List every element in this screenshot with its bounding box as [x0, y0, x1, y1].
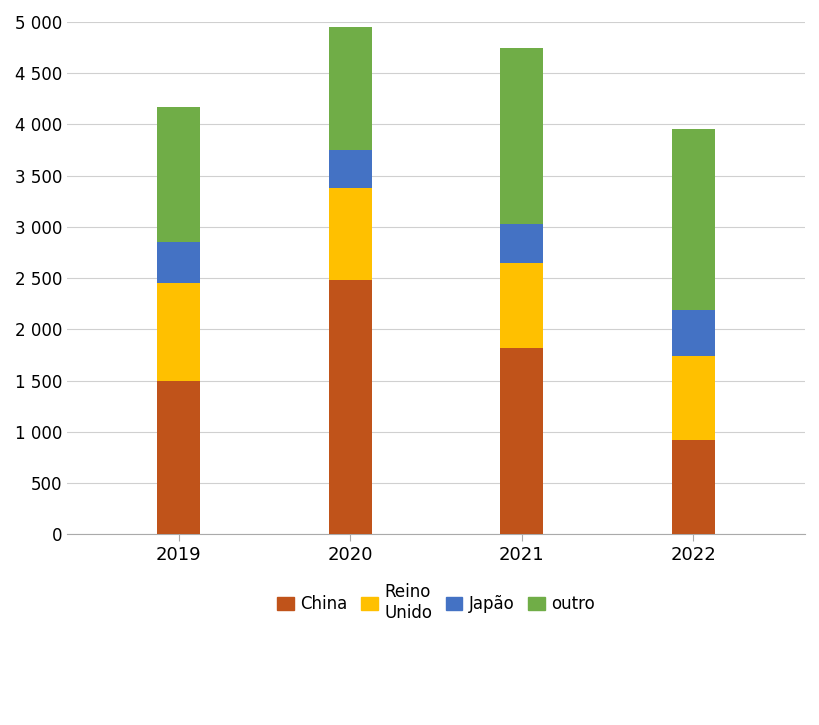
Bar: [672, 310, 714, 356]
Legend: China, Reino
Unido, Japão, outro: China, Reino Unido, Japão, outro: [270, 576, 601, 629]
Bar: [328, 280, 371, 534]
Bar: [157, 242, 200, 283]
Bar: [157, 381, 200, 534]
Bar: [500, 348, 543, 534]
Bar: [672, 128, 714, 310]
Bar: [157, 283, 200, 381]
Bar: [500, 262, 543, 348]
Bar: [500, 48, 543, 224]
Bar: [672, 356, 714, 440]
Bar: [328, 150, 371, 188]
Bar: [672, 440, 714, 534]
Bar: [328, 188, 371, 280]
Bar: [500, 224, 543, 262]
Bar: [328, 27, 371, 150]
Bar: [157, 107, 200, 242]
